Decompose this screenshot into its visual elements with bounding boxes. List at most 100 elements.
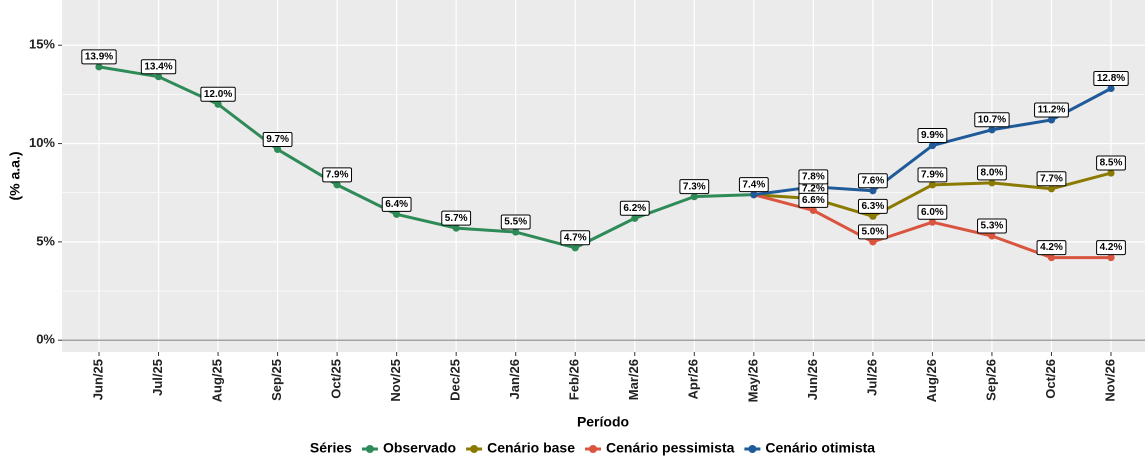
data-label: 7.3%: [679, 179, 710, 195]
data-label: 7.7%: [1036, 171, 1067, 187]
data-label-text: 7.7%: [1040, 173, 1063, 184]
label-box: [798, 169, 829, 185]
data-label: 12.0%: [200, 86, 236, 102]
data-label-text: 5.0%: [861, 227, 884, 238]
label-box: [262, 131, 293, 147]
data-label: 6.4%: [381, 196, 412, 212]
data-label-text: 7.6%: [861, 175, 884, 186]
point: [988, 179, 996, 187]
data-label-text: 8.0%: [981, 168, 1004, 179]
data-label-text: 6.4%: [385, 199, 408, 210]
point: [1047, 185, 1056, 193]
label-box: [1093, 70, 1129, 86]
label-box: [798, 192, 829, 208]
label-box: [974, 112, 1010, 128]
label-box: [560, 230, 591, 246]
data-label: 6.2%: [619, 200, 650, 216]
x-tick-label: Jun/26: [805, 359, 820, 400]
point: [750, 191, 758, 199]
data-label-text: 5.5%: [504, 217, 527, 228]
data-label-text: 9.9%: [921, 130, 944, 141]
point: [154, 73, 163, 81]
data-label: 12.8%: [1093, 70, 1129, 86]
point: [1107, 169, 1115, 177]
x-tick-label: Aug/25: [209, 359, 224, 402]
data-label: 5.5%: [500, 214, 531, 230]
data-label-text: 7.3%: [683, 181, 706, 192]
data-label-text: 13.4%: [144, 61, 172, 72]
data-label-text: 12.0%: [204, 89, 232, 100]
legend-label: Cenário otimista: [765, 440, 875, 456]
label-box: [140, 59, 177, 75]
x-tick-label: Sep/25: [269, 359, 284, 401]
data-label-text: 8.5%: [1100, 158, 1123, 169]
label-box: [679, 179, 710, 195]
data-label-text: 6.3%: [861, 201, 884, 212]
label-box: [977, 165, 1007, 181]
data-label: 7.9%: [917, 167, 948, 183]
legend-title: Séries: [310, 440, 352, 456]
data-label: 10.7%: [974, 112, 1010, 128]
label-box: [381, 196, 412, 212]
label-box: [917, 128, 948, 144]
data-label-text: 4.2%: [1100, 242, 1123, 253]
legend-key-point: [748, 445, 757, 453]
point: [1047, 254, 1056, 262]
data-label-text: 7.4%: [742, 179, 765, 190]
point: [214, 100, 222, 108]
point: [393, 210, 401, 218]
label-box: [441, 210, 472, 226]
data-label: 4.2%: [1096, 240, 1126, 256]
data-label: 7.8%: [798, 169, 829, 185]
y-tick-label: 10%: [29, 135, 55, 150]
point: [1107, 84, 1115, 93]
label-box: [1096, 155, 1126, 171]
x-tick-label: Apr/26: [686, 359, 701, 399]
data-label-text: 11.2%: [1038, 105, 1066, 116]
x-tick-label: Feb/26: [567, 359, 582, 400]
x-tick-label: Nov/26: [1102, 359, 1117, 402]
y-tick-label: 0%: [36, 332, 55, 347]
legend: Séries Observado Cenário base Cenário pessi…: [310, 440, 875, 456]
point: [809, 206, 817, 215]
label-box: [1096, 240, 1126, 256]
data-label: 11.2%: [1034, 102, 1069, 118]
label-box: [1036, 171, 1067, 187]
x-tick-label: Jul/26: [864, 359, 879, 396]
label-box: [977, 218, 1007, 234]
point: [273, 145, 282, 154]
x-tick-label: Oct/26: [1043, 359, 1058, 399]
point: [631, 214, 639, 222]
label-box: [1034, 102, 1069, 118]
legend-key-point: [589, 445, 598, 453]
point: [512, 228, 520, 236]
point: [452, 224, 460, 232]
data-label: 5.0%: [857, 224, 888, 240]
label-box: [917, 204, 948, 220]
label-box: [857, 224, 888, 240]
legend-key-point: [470, 445, 479, 453]
x-axis-title: Período: [577, 414, 629, 430]
point: [869, 187, 877, 195]
y-tick-label: 5%: [36, 233, 55, 248]
data-label: 7.9%: [322, 167, 353, 183]
point: [988, 232, 996, 240]
label-box: [1036, 240, 1067, 256]
x-tick-label: Jul/25: [150, 359, 165, 396]
legend-label: Cenário base: [487, 440, 575, 456]
label-box: [619, 200, 650, 216]
data-label-text: 5.3%: [981, 221, 1004, 232]
data-label-text: 13.9%: [85, 52, 113, 63]
panel: [62, 0, 1145, 352]
label-box: [500, 214, 531, 230]
data-label-text: 4.2%: [1040, 242, 1063, 253]
data-label-text: 9.7%: [266, 134, 289, 145]
point: [571, 244, 579, 252]
data-label-text: 7.9%: [326, 169, 349, 180]
x-tick-label: Sep/26: [983, 359, 998, 401]
legend-label: Cenário pessimista: [606, 440, 735, 456]
label-box: [738, 177, 769, 193]
x-tick-label: Dec/25: [448, 359, 463, 401]
point: [928, 218, 937, 226]
data-label: 9.9%: [917, 128, 948, 144]
